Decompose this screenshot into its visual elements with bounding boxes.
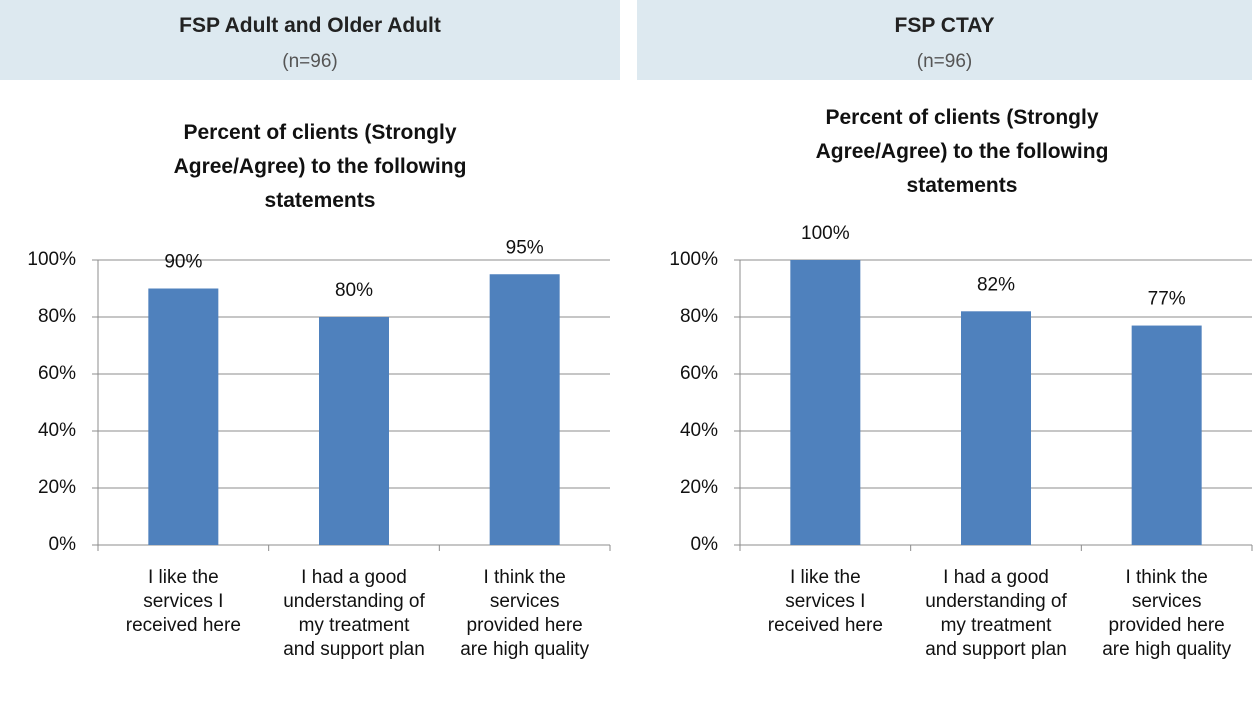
y-tick-label: 100% — [669, 249, 718, 270]
y-tick-label: 100% — [27, 249, 76, 270]
data-label: 95% — [506, 237, 544, 258]
bar — [961, 311, 1031, 545]
panel-header — [0, 0, 620, 80]
y-tick-label: 60% — [38, 363, 76, 384]
panel-title: FSP CTAY — [894, 14, 995, 37]
data-label: 80% — [335, 280, 373, 301]
bar — [489, 274, 560, 545]
y-tick-label: 40% — [680, 420, 718, 441]
panel-subtitle: (n=96) — [282, 51, 338, 72]
y-tick-label: 20% — [680, 477, 718, 498]
bar — [790, 260, 861, 545]
panel-header — [637, 0, 1252, 80]
x-tick-label: I think the services provided here are h… — [460, 567, 590, 660]
x-tick-label: I think the services provided here are h… — [1102, 567, 1232, 660]
bar — [148, 288, 219, 545]
y-tick-label: 80% — [680, 306, 718, 327]
y-tick-label: 20% — [38, 477, 76, 498]
y-tick-label: 80% — [38, 306, 76, 327]
panel-title: FSP Adult and Older Adult — [179, 14, 441, 37]
data-label: 77% — [1148, 289, 1186, 310]
y-tick-label: 0% — [691, 534, 719, 555]
data-label: 90% — [164, 252, 202, 273]
x-tick-label: I like the services I received here — [125, 567, 241, 636]
x-tick-label: I had a good understanding of my treatme… — [925, 567, 1067, 660]
chart-title: Percent of clients (Strongly Agree/Agree… — [815, 106, 1109, 197]
y-tick-label: 0% — [49, 534, 77, 555]
panel-subtitle: (n=96) — [916, 51, 973, 72]
x-tick-label: I like the services I received here — [767, 567, 883, 636]
bar — [1131, 325, 1202, 545]
data-label: 100% — [801, 223, 850, 244]
bar — [319, 317, 389, 545]
y-tick-label: 40% — [38, 420, 76, 441]
x-tick-label: I had a good understanding of my treatme… — [283, 567, 425, 660]
data-label: 82% — [977, 274, 1015, 295]
y-tick-label: 60% — [680, 363, 718, 384]
chart-title: Percent of clients (Strongly Agree/Agree… — [173, 121, 467, 212]
